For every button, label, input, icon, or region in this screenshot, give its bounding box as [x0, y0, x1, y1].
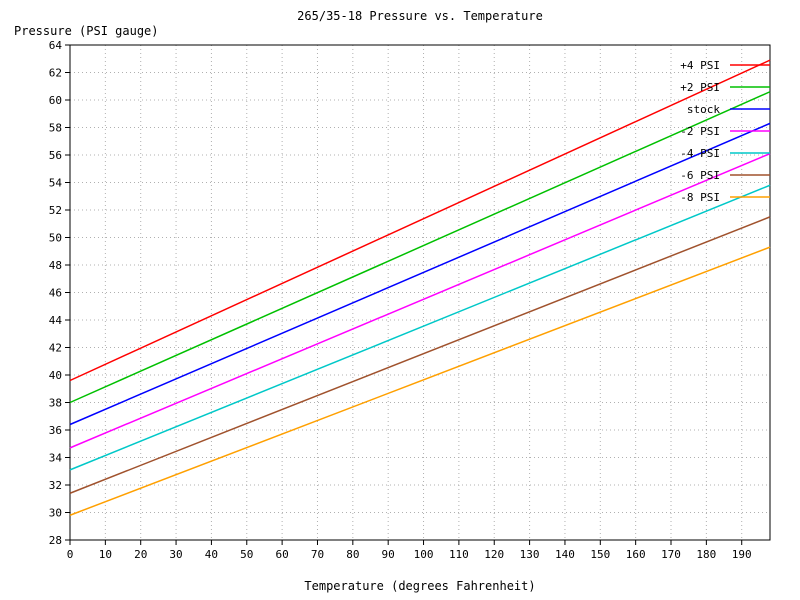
x-tick-label: 90 — [382, 548, 395, 561]
x-tick-label: 180 — [696, 548, 716, 561]
y-tick-label: 50 — [49, 232, 62, 245]
x-tick-label: 40 — [205, 548, 218, 561]
y-tick-label: 62 — [49, 67, 62, 80]
y-tick-label: 46 — [49, 287, 62, 300]
y-axis-label: Pressure (PSI gauge) — [14, 24, 159, 38]
legend-label: -2 PSI — [680, 125, 720, 138]
y-tick-label: 54 — [49, 177, 63, 190]
y-tick-label: 34 — [49, 452, 63, 465]
legend-label: -6 PSI — [680, 169, 720, 182]
legend-label: stock — [687, 103, 720, 116]
y-tick-label: 60 — [49, 94, 62, 107]
x-tick-label: 80 — [346, 548, 359, 561]
x-tick-label: 120 — [484, 548, 504, 561]
x-tick-label: 150 — [590, 548, 610, 561]
y-tick-label: 30 — [49, 507, 62, 520]
legend-label: +4 PSI — [680, 59, 720, 72]
chart-container: 265/35-18 Pressure vs. Temperature Pressu… — [0, 0, 800, 600]
legend-label: -8 PSI — [680, 191, 720, 204]
x-axis-label: Temperature (degrees Fahrenheit) — [304, 579, 535, 593]
x-tick-label: 0 — [67, 548, 74, 561]
pressure-temperature-chart: 265/35-18 Pressure vs. Temperature Pressu… — [0, 0, 800, 600]
y-tick-label: 58 — [49, 122, 62, 135]
x-tick-label: 190 — [732, 548, 752, 561]
y-tick-label: 42 — [49, 342, 62, 355]
y-tick-label: 32 — [49, 479, 62, 492]
y-tick-label: 52 — [49, 204, 62, 217]
y-tick-label: 36 — [49, 424, 62, 437]
x-tick-label: 50 — [240, 548, 253, 561]
x-tick-label: 110 — [449, 548, 469, 561]
x-tick-label: 100 — [414, 548, 434, 561]
y-tick-label: 40 — [49, 369, 62, 382]
x-tick-label: 140 — [555, 548, 575, 561]
chart-title: 265/35-18 Pressure vs. Temperature — [297, 9, 543, 23]
y-tick-label: 48 — [49, 259, 62, 272]
x-tick-label: 60 — [275, 548, 288, 561]
y-tick-label: 38 — [49, 397, 62, 410]
y-tick-label: 28 — [49, 534, 62, 547]
y-tick-label: 56 — [49, 149, 62, 162]
y-tick-label: 44 — [49, 314, 63, 327]
legend-label: +2 PSI — [680, 81, 720, 94]
legend-label: -4 PSI — [680, 147, 720, 160]
y-tick-label: 64 — [49, 39, 63, 52]
x-tick-label: 10 — [99, 548, 112, 561]
x-tick-label: 160 — [626, 548, 646, 561]
x-tick-label: 130 — [520, 548, 540, 561]
x-tick-label: 70 — [311, 548, 324, 561]
x-tick-label: 20 — [134, 548, 147, 561]
x-tick-label: 170 — [661, 548, 681, 561]
x-tick-label: 30 — [169, 548, 182, 561]
